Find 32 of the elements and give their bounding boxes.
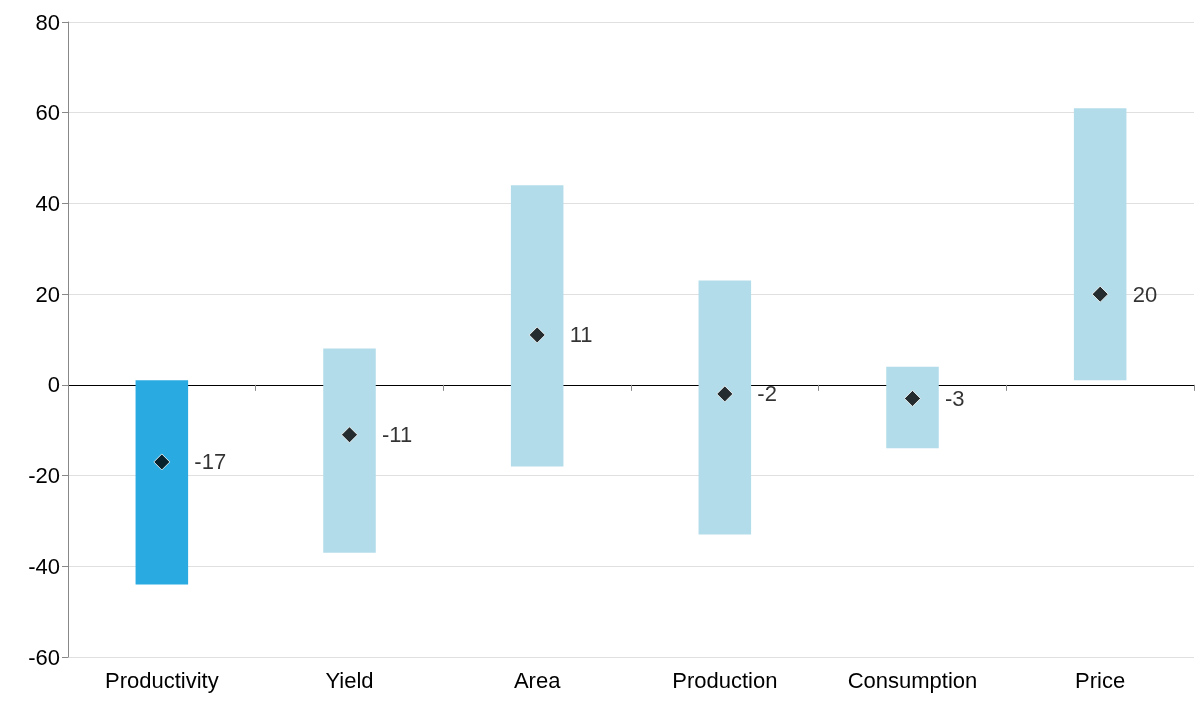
x-tick-label: Production	[672, 667, 778, 693]
data-label: -3	[945, 385, 965, 411]
point	[1091, 285, 1109, 303]
x-tick-label: Productivity	[104, 667, 219, 693]
point	[528, 326, 546, 344]
x-tick-label: Yield	[325, 667, 374, 693]
data-label: 20	[1132, 281, 1158, 307]
y-tick-label: 80	[35, 9, 60, 35]
y-tick-label: -40	[28, 553, 60, 579]
data-label: 11	[569, 322, 593, 348]
bar	[886, 366, 939, 449]
bar	[323, 348, 376, 553]
data-label: -11	[382, 422, 413, 448]
point	[904, 389, 921, 407]
data-label: -2	[757, 381, 777, 407]
x-tick-label: Consumption	[847, 667, 978, 693]
point	[341, 426, 358, 444]
y-tick-label: -20	[28, 463, 60, 489]
x-tick-label: Price	[1075, 667, 1126, 693]
bar	[510, 185, 564, 467]
y-tick-label: 60	[35, 100, 60, 126]
bar	[135, 380, 189, 585]
y-tick-label: 40	[35, 190, 60, 216]
y-tick-label: 20	[35, 281, 60, 307]
bar	[698, 280, 752, 535]
y-tick-label: -60	[28, 644, 60, 670]
point	[153, 453, 171, 471]
bar	[1073, 108, 1127, 381]
point	[716, 385, 734, 403]
data-label: -17	[194, 449, 227, 475]
y-tick-label: 0	[47, 372, 60, 398]
x-tick-label: Area	[513, 667, 562, 693]
